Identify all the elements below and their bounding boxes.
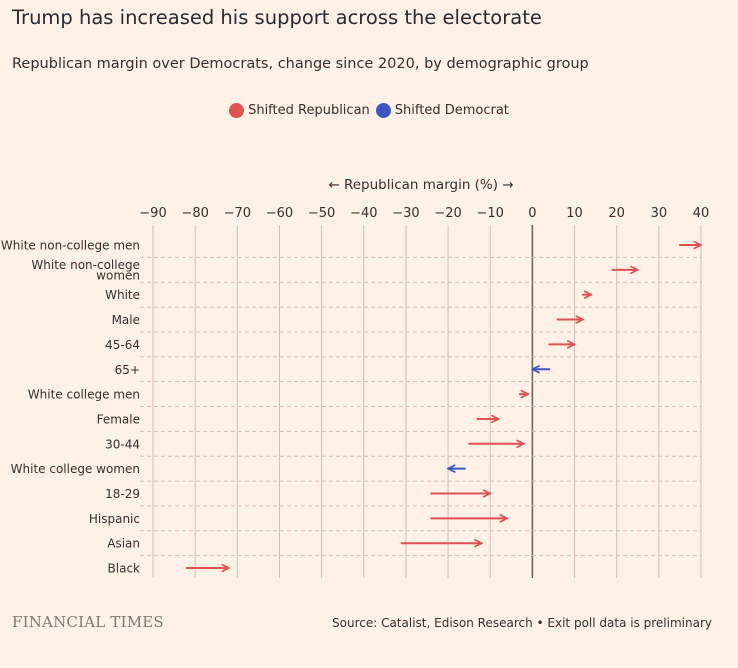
row-label: Hispanic bbox=[89, 512, 140, 526]
x-tick-label: −10 bbox=[477, 206, 504, 221]
x-tick-label: −60 bbox=[266, 206, 293, 221]
x-tick-label: −70 bbox=[224, 206, 251, 221]
x-tick-label: −50 bbox=[308, 206, 335, 221]
x-tick-label: 30 bbox=[651, 206, 668, 221]
row-label: White college women bbox=[11, 462, 140, 476]
row-label: White non-college bbox=[31, 258, 140, 272]
row-label: 45-64 bbox=[105, 338, 140, 352]
row-label: White college men bbox=[28, 388, 140, 402]
chart-subtitle: Republican margin over Democrats, change… bbox=[12, 56, 589, 72]
legend-item-democrat: Shifted Democrat bbox=[375, 103, 509, 118]
x-tick-label: 0 bbox=[528, 206, 536, 221]
row-label: Male bbox=[112, 313, 140, 327]
x-axis-label: ← Republican margin (%) → bbox=[328, 177, 513, 193]
row-label: 30-44 bbox=[105, 437, 140, 451]
x-tick-label: −80 bbox=[181, 206, 208, 221]
source-note: Source: Catalist, Edison Research • Exit… bbox=[332, 616, 712, 630]
x-tick-label: −40 bbox=[350, 206, 377, 221]
row-label: 65+ bbox=[115, 363, 140, 377]
legend-swatch-republican bbox=[229, 103, 245, 118]
row-label: Female bbox=[97, 412, 140, 426]
legend-item-republican: Shifted Republican bbox=[229, 103, 370, 118]
legend-label-democrat: Shifted Democrat bbox=[394, 103, 509, 118]
x-tick-label: −30 bbox=[392, 206, 419, 221]
x-tick-label: 20 bbox=[608, 206, 625, 221]
x-tick-label: −90 bbox=[139, 206, 166, 221]
legend-swatch-democrat bbox=[375, 103, 391, 118]
x-tick-label: 40 bbox=[693, 206, 710, 221]
legend: Shifted Republican Shifted Democrat bbox=[0, 103, 738, 118]
ft-logo: FINANCIAL TIMES bbox=[12, 613, 164, 631]
row-label: Asian bbox=[107, 537, 140, 551]
row-label: White bbox=[105, 288, 140, 302]
row-label: 18-29 bbox=[105, 487, 140, 501]
chart-title: Trump has increased his support across t… bbox=[12, 6, 542, 29]
row-label: Black bbox=[108, 562, 141, 576]
x-tick-label: 10 bbox=[566, 206, 583, 221]
row-label: White non-college men bbox=[1, 239, 140, 253]
legend-label-republican: Shifted Republican bbox=[248, 103, 370, 118]
row-label: women bbox=[96, 268, 140, 282]
x-tick-label: −20 bbox=[434, 206, 461, 221]
